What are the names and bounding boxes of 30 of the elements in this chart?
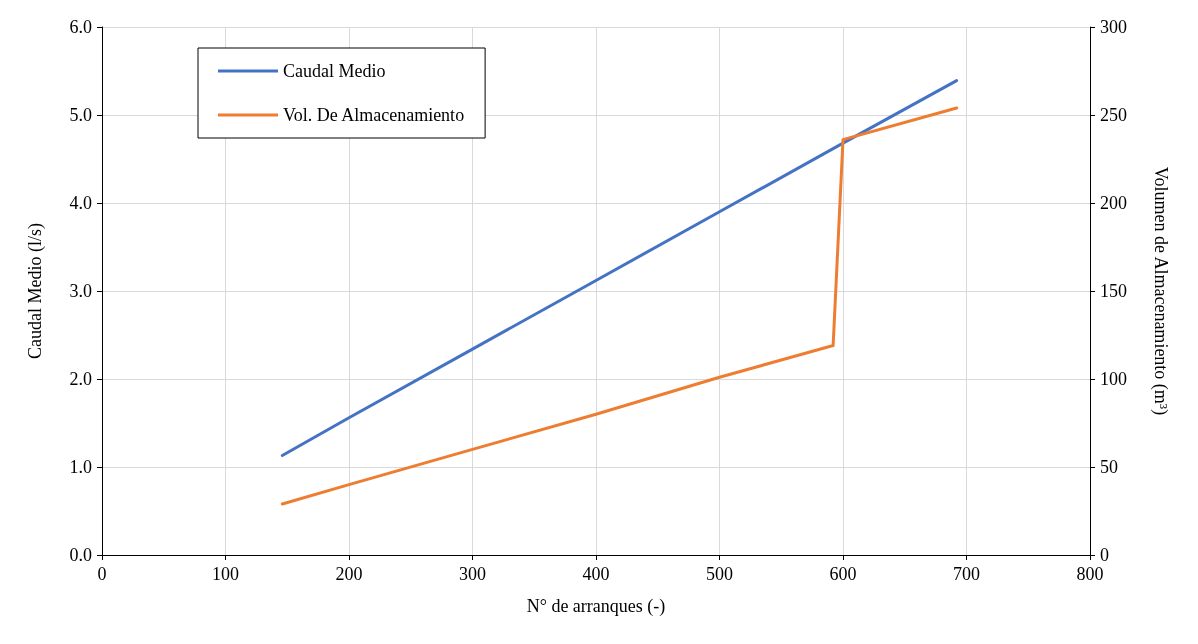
y2-tick-label: 150 [1100,281,1127,301]
y-tick-label: 0.0 [69,545,92,565]
x-tick-label: 400 [582,564,610,584]
x-tick-label: 100 [212,564,239,584]
legend-label: Caudal Medio [283,61,386,81]
y-tick-label: 6.0 [69,17,92,37]
y2-tick-label: 0 [1100,545,1109,565]
y-axis-title: Caudal Medio (l/s) [25,223,46,359]
x-tick-label: 300 [459,564,486,584]
y2-tick-label: 200 [1100,193,1127,213]
x-tick-label: 0 [97,564,107,584]
x-tick-label: 200 [335,564,363,584]
legend-label: Vol. De Almacenamiento [283,105,465,125]
y-tick-label: 1.0 [69,457,92,477]
y-tick-label: 5.0 [69,105,92,125]
x-tick-label: 600 [829,564,857,584]
y2-tick-label: 300 [1100,17,1127,37]
y2-tick-label: 50 [1100,457,1118,477]
y-tick-label: 4.0 [69,193,92,213]
y2-axis-title: Volumen de Almacenamiento (m³) [1150,166,1171,416]
x-axis-title: N° de arranques (-) [526,596,666,617]
y2-tick-label: 250 [1100,105,1127,125]
line-series [280,106,959,506]
y-tick-label: 2.0 [69,369,92,389]
x-tick-label: 700 [953,564,980,584]
y2-tick-label: 100 [1100,369,1127,389]
x-tick-label: 800 [1076,564,1104,584]
line-series [280,79,959,458]
x-tick-label: 500 [706,564,733,584]
y-tick-label: 3.0 [69,281,92,301]
